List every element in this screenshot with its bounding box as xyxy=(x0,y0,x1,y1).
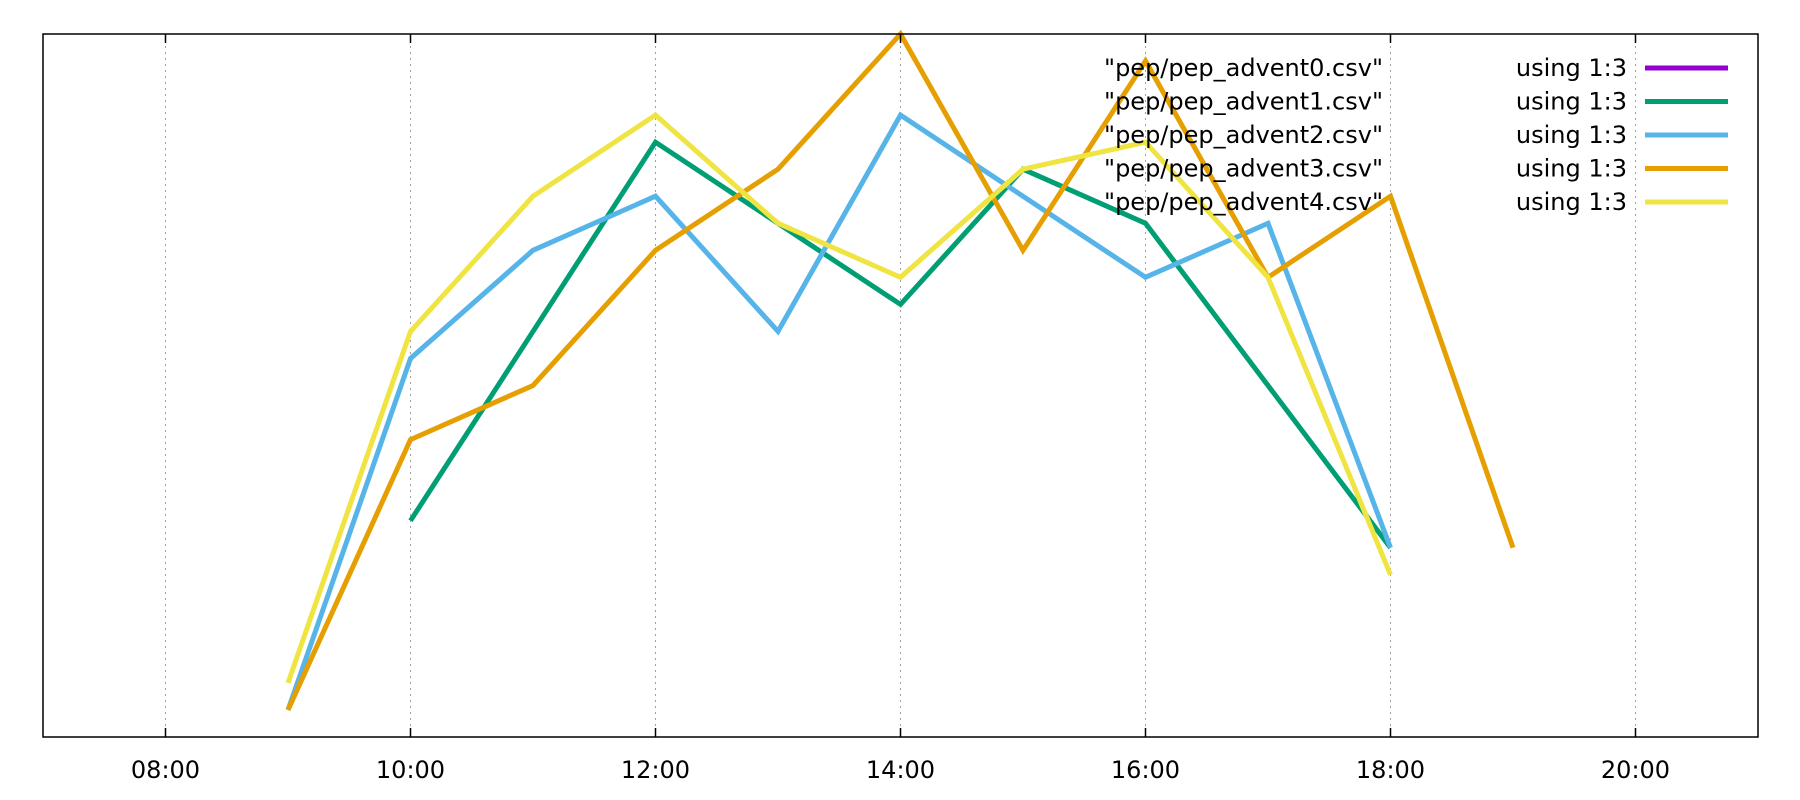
grid-lines xyxy=(165,34,1636,737)
series-line-advent2 xyxy=(285,111,1393,711)
series-line-advent4 xyxy=(285,111,1393,684)
legend: "pep/pep_advent0.csv" using 1:3"pep/pep_a… xyxy=(1104,54,1728,216)
legend-entry-using: using 1:3 xyxy=(1516,54,1627,82)
legend-entry-using: using 1:3 xyxy=(1516,188,1627,216)
x-axis-ticks: 08:00 10:00 12:00 14:00 16:00 18:00 20:00 xyxy=(131,34,1670,784)
x-tick-label: 10:00 xyxy=(376,756,445,784)
legend-entry-name: "pep/pep_advent0.csv" xyxy=(1104,54,1383,82)
legend-entry-name: "pep/pep_advent3.csv" xyxy=(1104,155,1383,183)
x-tick-label: 12:00 xyxy=(621,756,690,784)
legend-entry-using: using 1:3 xyxy=(1516,88,1627,116)
x-tick-label: 18:00 xyxy=(1356,756,1425,784)
legend-entry-name: "pep/pep_advent1.csv" xyxy=(1104,88,1383,116)
x-tick-label: 14:00 xyxy=(866,756,935,784)
legend-entry-using: using 1:3 xyxy=(1516,155,1627,183)
plot-frame xyxy=(42,33,1759,738)
x-tick-label: 08:00 xyxy=(131,756,200,784)
legend-entry-name: "pep/pep_advent2.csv" xyxy=(1104,121,1383,149)
x-tick-label: 16:00 xyxy=(1111,756,1180,784)
legend-entry-using: using 1:3 xyxy=(1516,121,1627,149)
x-tick-label: 20:00 xyxy=(1601,756,1670,784)
legend-entry-name: "pep/pep_advent4.csv" xyxy=(1104,188,1383,216)
